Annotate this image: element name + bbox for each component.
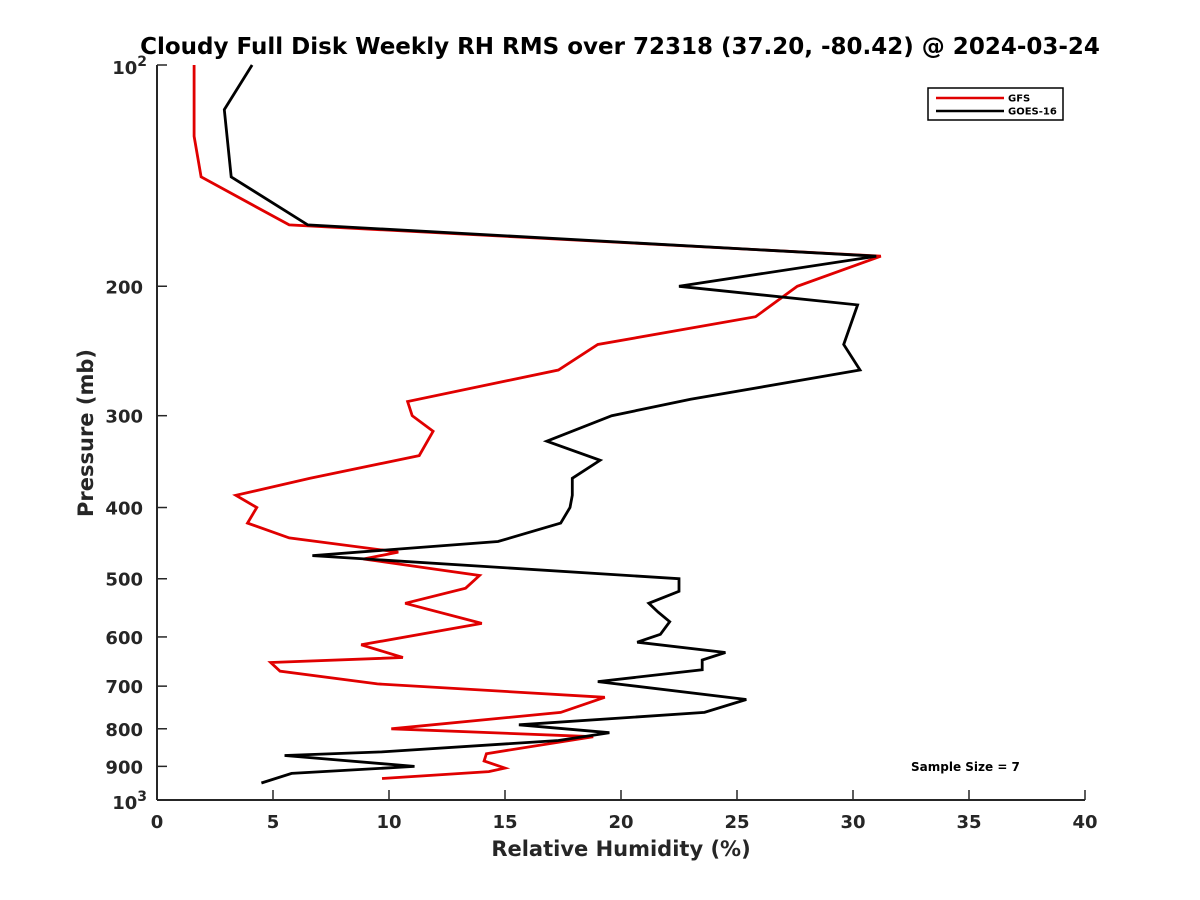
y-tick-label: 300 (105, 407, 143, 428)
legend: GFS GOES-16 (927, 87, 1064, 121)
legend-box (927, 87, 1064, 121)
x-axis-label: Relative Humidity (%) (491, 837, 750, 861)
x-tick-label: 20 (608, 812, 633, 833)
y-tick-label: 600 (105, 628, 143, 649)
y-tick-label: 500 (105, 570, 143, 591)
x-tick-label: 15 (492, 812, 517, 833)
y-tick-label: 200 (105, 277, 143, 298)
x-tick-label: 40 (1072, 812, 1097, 833)
x-tick-label: 25 (724, 812, 749, 833)
series-line-goes16 (222, 64, 877, 785)
y-tick-label: 400 (105, 499, 143, 520)
x-ticks: 0 5 10 15 20 25 30 35 40 (151, 790, 1098, 833)
sample-size-annotation: Sample Size = 7 (911, 760, 1020, 774)
x-tick-label: 10 (376, 812, 401, 833)
legend-label-goes16: GOES-16 (1008, 107, 1057, 118)
y-tick-label-power: 102 (112, 54, 147, 79)
y-ticks: 200 300 400 500 600 700 800 900 102 103 (105, 54, 167, 814)
y-tick-label-power: 103 (112, 789, 147, 814)
y-tick-label: 900 (105, 757, 143, 778)
x-tick-label: 35 (956, 812, 981, 833)
series-layer (192, 64, 882, 785)
y-tick-label: 700 (105, 677, 143, 698)
y-tick-label: 800 (105, 720, 143, 741)
x-tick-label: 30 (840, 812, 865, 833)
legend-label-gfs: GFS (1008, 94, 1030, 105)
x-tick-label: 5 (267, 812, 280, 833)
y-axis-label: Pressure (mb) (74, 349, 98, 517)
axes-background (157, 65, 1085, 800)
chart-title: Cloudy Full Disk Weekly RH RMS over 7231… (140, 34, 1100, 60)
plot-area: 0 5 10 15 20 25 30 35 40 200 300 400 500 600 700 800 90… (105, 54, 1097, 833)
x-tick-label: 0 (151, 812, 164, 833)
